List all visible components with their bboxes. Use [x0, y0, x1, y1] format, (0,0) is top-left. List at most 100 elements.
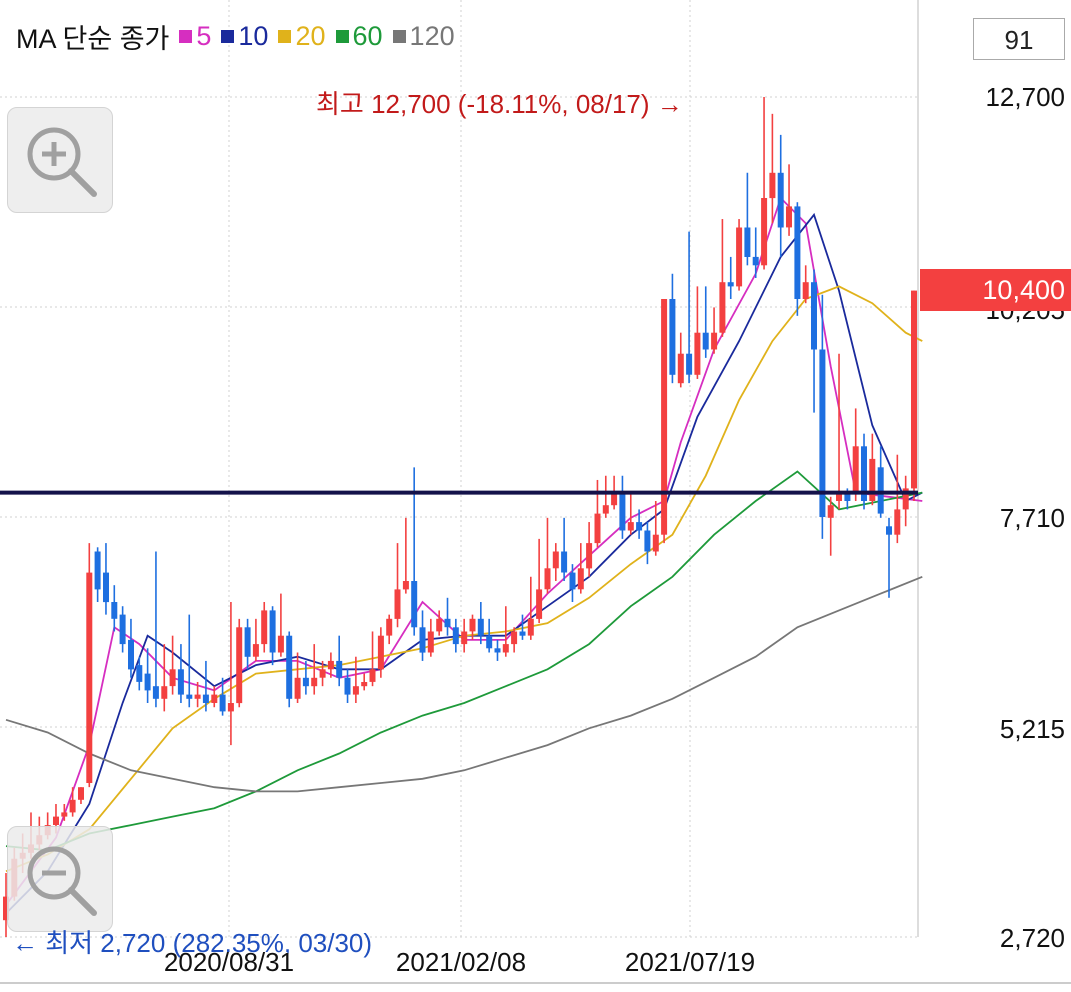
zoom-in-button[interactable]: [7, 107, 113, 213]
candle-body: [186, 694, 193, 699]
candle-body: [452, 627, 459, 645]
candle-body: [111, 602, 118, 619]
candle-body: [869, 458, 876, 501]
candle-body: [311, 677, 318, 687]
candle-body: [852, 446, 859, 493]
candle-body: [394, 589, 401, 619]
candle-body: [569, 572, 576, 590]
legend-item-ma60[interactable]: 60: [335, 21, 383, 52]
candle-body: [78, 787, 84, 800]
candle-body: [677, 353, 684, 384]
candle-body: [727, 282, 734, 287]
candle-body: [877, 467, 884, 514]
candle-body: [211, 694, 218, 703]
ma-line-ma20: [5, 285, 923, 873]
candle-body: [627, 522, 634, 531]
zoom-out-icon: [27, 846, 97, 916]
candle-body: [161, 686, 168, 699]
candle-body: [94, 551, 101, 590]
legend-label-ma5: 5: [196, 21, 212, 51]
legend-item-ma5[interactable]: 5: [179, 21, 211, 52]
candle-body: [577, 568, 584, 590]
legend-label-ma20: 20: [295, 21, 326, 51]
candle-body: [469, 618, 476, 632]
current-price-tag: 10,400: [920, 269, 1071, 311]
ma-line-ma5: [5, 196, 923, 906]
x-tick-label: 2021/02/08: [395, 947, 527, 977]
candle-body: [136, 665, 143, 682]
candle-body: [144, 673, 151, 691]
candle-body: [819, 349, 826, 517]
ma-line-ma120: [5, 575, 923, 793]
candle-body: [286, 635, 293, 699]
candle-body: [786, 206, 792, 228]
candle-body: [702, 332, 709, 350]
candle-body: [61, 812, 68, 817]
candle-body: [411, 581, 418, 628]
legend-swatch-ma60: [335, 30, 349, 43]
candle-body: [502, 644, 509, 653]
candle-body: [444, 618, 451, 628]
legend-label-ma10: 10: [238, 21, 269, 51]
candle-body: [552, 551, 559, 569]
candle-body: [194, 694, 201, 699]
candle-body: [53, 816, 59, 825]
candle-body: [611, 492, 618, 506]
high-annotation: 최고 12,700 (-18.11%, 08/17) →: [316, 89, 683, 119]
candle-body: [336, 660, 343, 678]
candle-body: [769, 172, 776, 199]
x-tick-label: 2021/07/19: [624, 947, 756, 977]
candle-body: [319, 669, 326, 678]
candle-body: [269, 610, 276, 653]
candle-body: [861, 446, 867, 501]
candle-body: [519, 631, 526, 636]
candle-body: [902, 488, 909, 510]
candle-body: [811, 282, 817, 350]
candle-body: [669, 299, 676, 375]
candle-body: [711, 332, 718, 350]
candle-body: [227, 703, 234, 712]
candle-body: [836, 492, 842, 501]
zoom-out-button[interactable]: [7, 826, 113, 932]
candle-body: [827, 505, 834, 518]
legend-item-ma120[interactable]: 120: [392, 21, 455, 52]
y-tick-label: 2,720: [999, 923, 1065, 953]
y-tick-label: 5,215: [999, 714, 1065, 744]
candle-body: [119, 614, 126, 645]
candle-body: [752, 256, 759, 266]
candle-body: [294, 677, 301, 699]
candle-count-input[interactable]: 91: [973, 18, 1065, 60]
candle-body: [636, 522, 643, 531]
candle-body: [177, 669, 184, 695]
legend-swatch-ma10: [221, 30, 235, 43]
candle-body: [802, 282, 809, 299]
candle-body: [69, 799, 76, 813]
candle-body: [844, 492, 851, 501]
candle-body: [261, 610, 268, 645]
candle-body: [152, 686, 159, 699]
candle-body: [244, 627, 251, 657]
candle-body: [486, 635, 493, 649]
candle-body: [686, 353, 693, 375]
candle-body: [128, 639, 134, 670]
candle-body: [419, 627, 426, 653]
legend-item-ma20[interactable]: 20: [278, 21, 326, 52]
candle-body: [602, 505, 609, 514]
zoom-in-icon: [27, 127, 97, 197]
candle-body: [536, 589, 543, 619]
candle-body: [561, 551, 568, 573]
candle-body: [461, 631, 468, 645]
ma-legend: MA 단순 종가 5 10 20 60 120: [16, 17, 455, 56]
candle-body: [494, 648, 501, 653]
candle-body: [594, 513, 601, 544]
candle-body: [894, 509, 901, 535]
candle-body: [402, 581, 409, 590]
candle-body: [619, 492, 626, 531]
ma-line-ma10: [5, 212, 923, 915]
candle-body: [169, 669, 176, 687]
candle-body: [511, 631, 518, 645]
legend-item-ma10[interactable]: 10: [221, 21, 268, 52]
candle-body: [736, 227, 743, 287]
candle-body: [352, 686, 359, 695]
